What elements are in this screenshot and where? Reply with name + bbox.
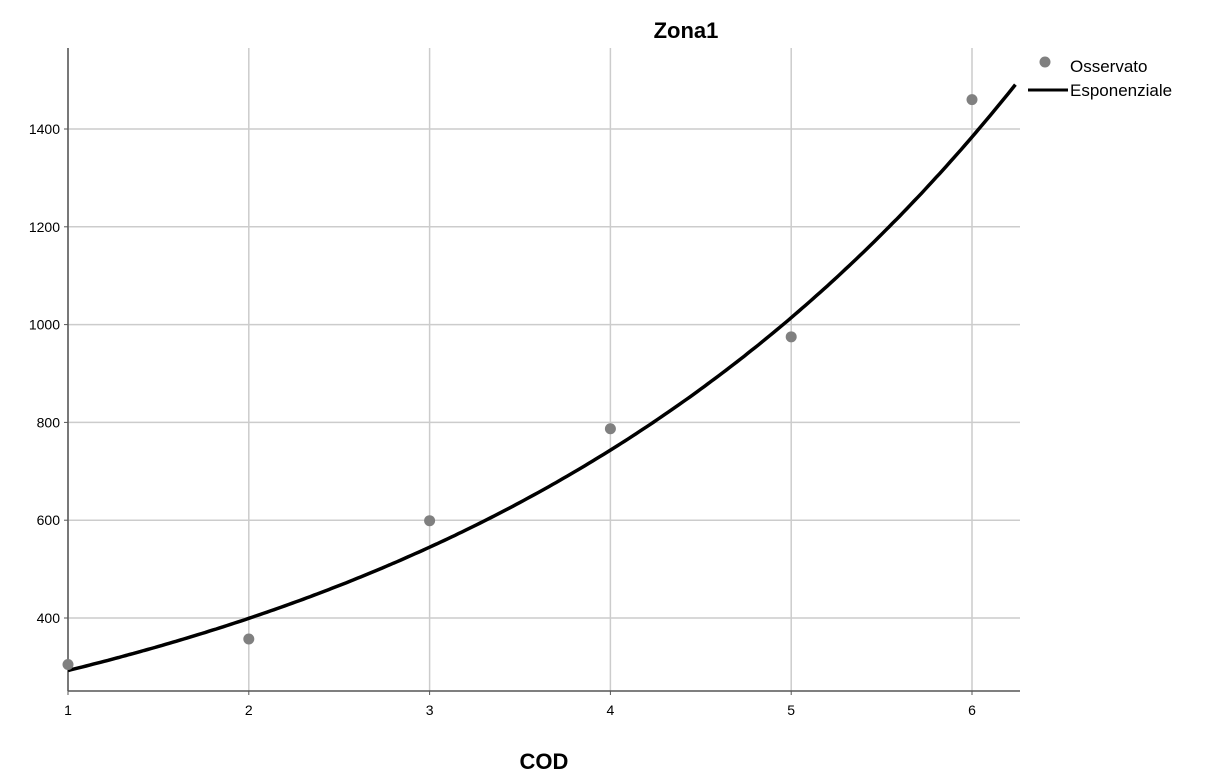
y-tick-label: 1400 <box>29 121 60 137</box>
axes <box>67 48 1020 692</box>
legend-marker-observed <box>1039 56 1051 68</box>
y-axis-ticks: 400 600 800 1000 1200 1400 <box>29 121 68 626</box>
exponential-fit-curve <box>67 83 1017 673</box>
fit-curve-layer <box>67 83 1017 673</box>
y-tick-label: 1200 <box>29 219 60 235</box>
x-axis-label: COD <box>520 749 569 774</box>
x-axis-ticks: 1 2 3 4 5 6 <box>64 691 976 718</box>
x-tick-label: 2 <box>245 702 253 718</box>
legend-label-observed: Osservato <box>1070 57 1147 76</box>
observed-point <box>966 94 978 106</box>
x-tick-label: 5 <box>787 702 795 718</box>
y-tick-label: 400 <box>37 610 61 626</box>
observed-point <box>424 515 436 527</box>
legend-label-exponential: Esponenziale <box>1070 81 1172 100</box>
x-tick-label: 1 <box>64 702 72 718</box>
observed-point <box>604 423 616 435</box>
y-tick-label: 1000 <box>29 317 60 333</box>
x-tick-label: 4 <box>607 702 615 718</box>
observed-point <box>785 331 797 343</box>
y-tick-label: 600 <box>37 512 61 528</box>
x-tick-label: 3 <box>426 702 434 718</box>
observed-point <box>62 658 74 670</box>
legend: Osservato Esponenziale <box>1028 56 1172 100</box>
y-tick-label: 800 <box>37 414 61 430</box>
observed-points-layer <box>62 94 978 670</box>
x-tick-label: 6 <box>968 702 976 718</box>
grid <box>67 48 1020 691</box>
observed-point <box>243 633 255 645</box>
chart-title: Zona1 <box>654 18 719 43</box>
